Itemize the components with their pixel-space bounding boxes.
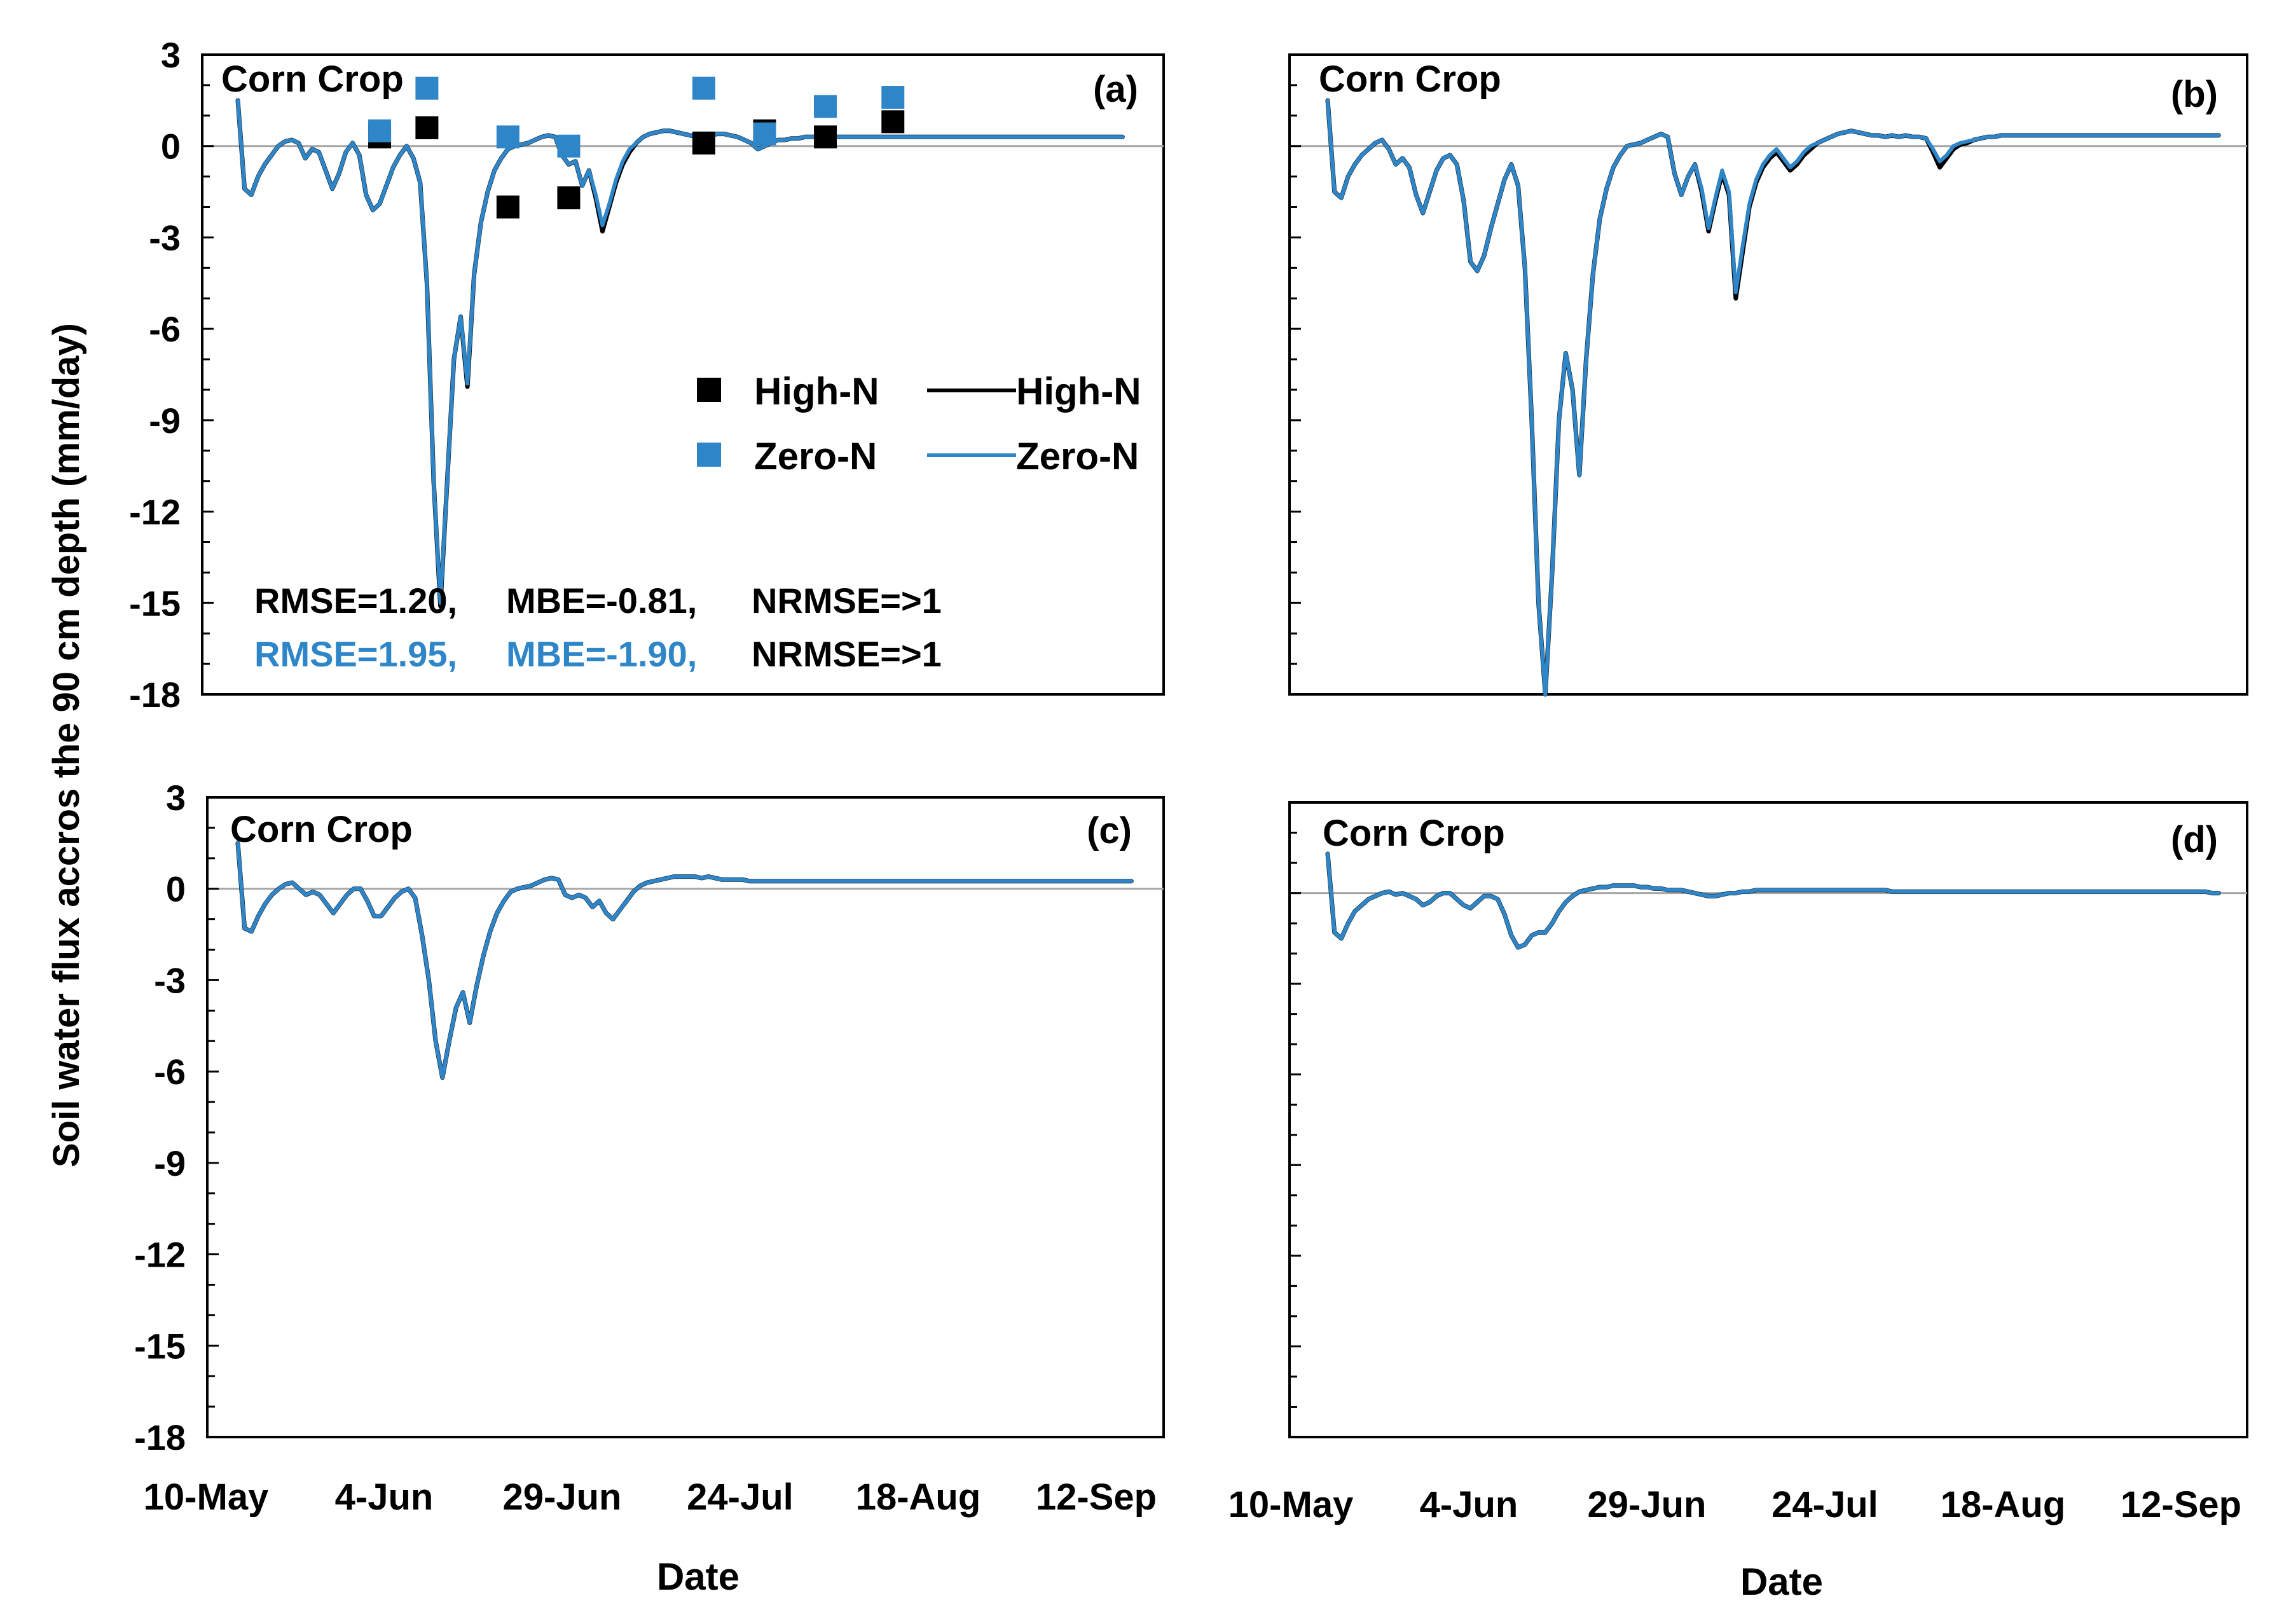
panel-a-y-axis: 3 0 -3 -6 -9 -12 -15 -18 [129, 35, 214, 715]
y-tick-label: -6 [149, 309, 181, 349]
y-tick-label: -15 [134, 1326, 186, 1366]
legend-zero-n-marker [697, 443, 721, 467]
y-tick-label: -12 [129, 492, 181, 532]
legend-high-n-marker-label: High-N [754, 370, 879, 413]
y-tick-label: -3 [154, 960, 186, 1000]
stats-high-n-nrmse: NRMSE=>1 [752, 581, 942, 621]
y-tick-label: -18 [134, 1417, 186, 1457]
y-tick-label: 3 [166, 778, 186, 818]
panel-b-label: (b) [2171, 74, 2218, 115]
panel-c-label: (c) [1087, 810, 1132, 851]
panel-a-frame [201, 53, 1165, 696]
x-tick-label: 10-May [144, 1476, 269, 1518]
series-line-zero-n [1326, 98, 2221, 696]
panel-d: Corn Crop (d) 10-May 4-Jun 29-Jun 24-Jul 18-… [1228, 801, 2248, 1525]
data-point-high-n [814, 125, 837, 149]
panel-d-series [1325, 851, 2221, 950]
series-line-zero-n [236, 841, 1134, 1080]
y-tick-label: -9 [154, 1143, 186, 1183]
y-tick-label: 0 [161, 127, 181, 167]
panel-d-frame [1288, 801, 2248, 1438]
data-point-zero-n [368, 119, 392, 142]
data-point-zero-n [415, 76, 439, 100]
panel-a-stats: RMSE=1.20, MBE=-0.81, NRMSE=>1 RMSE=1.95… [254, 581, 942, 674]
panel-c-x-axis: 10-May 4-Jun 29-Jun 24-Jul 18-Aug 12-Sep [144, 1476, 1157, 1518]
y-tick-label: -3 [149, 217, 181, 258]
x-tick-label: 29-Jun [1588, 1484, 1707, 1525]
panel-b-crop-label: Corn Crop [1319, 58, 1501, 100]
data-point-zero-n [753, 122, 776, 146]
panel-b-series [1325, 98, 2221, 697]
panel-a-points [368, 76, 905, 219]
legend-zero-n-marker-label: Zero-N [754, 435, 877, 478]
x-tick-label: 12-Sep [2121, 1484, 2241, 1525]
data-point-zero-n [692, 76, 715, 100]
data-point-zero-n [557, 134, 581, 158]
stats-zero-n-nrmse: NRMSE=>1 [752, 634, 942, 674]
x-axis-title-right: Date [1740, 1560, 1823, 1603]
x-tick-label: 18-Aug [856, 1476, 981, 1518]
panel-d-x-axis: 10-May 4-Jun 29-Jun 24-Jul 18-Aug 12-Sep [1228, 1484, 2241, 1525]
x-tick-label: 24-Jul [687, 1476, 794, 1518]
panel-b-frame [1288, 53, 2248, 696]
panel-c-series [235, 841, 1134, 1080]
panel-c-y-axis: 3 0 -3 -6 -9 -12 -15 -18 [134, 778, 219, 1457]
stats-zero-n-rmse: RMSE=1.95, [254, 634, 457, 674]
x-axis-title-left: Date [657, 1555, 740, 1598]
data-point-zero-n [881, 86, 905, 109]
panel-a-series [235, 98, 1125, 609]
y-tick-label: 3 [161, 35, 181, 75]
panel-d-label: (d) [2171, 819, 2218, 860]
series-line-zero-n [1326, 851, 2221, 950]
panel-d-y-axis [1290, 801, 1301, 1438]
data-point-high-n [881, 110, 905, 134]
x-tick-label: 29-Jun [503, 1476, 622, 1518]
x-tick-label: 12-Sep [1036, 1476, 1157, 1518]
panel-c: Corn Crop (c) 3 0 -3 -6 -9 -12 -15 -18 10-May 4-… [134, 778, 1165, 1518]
x-tick-label: 24-Jul [1771, 1484, 1878, 1525]
x-tick-label: 4-Jun [335, 1476, 434, 1518]
stats-zero-n-mbe: MBE=-1.90, [506, 634, 697, 674]
y-axis-title: Soil water flux accros the 90 cm depth (… [46, 323, 87, 1167]
panel-a-crop-label: Corn Crop [221, 58, 404, 100]
x-tick-label: 18-Aug [1941, 1484, 2066, 1525]
legend-high-n-line-label: High-N [1016, 370, 1141, 413]
panel-d-crop-label: Corn Crop [1323, 813, 1505, 854]
legend-zero-n-line-label: Zero-N [1016, 435, 1139, 478]
data-point-high-n [496, 195, 519, 219]
x-tick-label: 4-Jun [1420, 1484, 1518, 1525]
legend-high-n-marker [697, 378, 721, 402]
panel-c-frame [206, 796, 1165, 1438]
data-point-high-n [415, 116, 439, 139]
y-tick-label: -9 [149, 401, 181, 441]
panel-b-y-axis [1290, 53, 1301, 696]
panel-a-label: (a) [1093, 69, 1138, 110]
data-point-zero-n [814, 95, 837, 118]
panel-a: Corn Crop (a) 3 0 -3 -6 -9 -12 -15 -18 High-N H… [129, 35, 1165, 715]
panel-c-crop-label: Corn Crop [230, 809, 413, 850]
y-tick-label: 0 [166, 869, 186, 909]
data-point-high-n [692, 131, 715, 155]
panel-a-legend: High-N High-N Zero-N Zero-N [697, 370, 1141, 478]
stats-high-n-mbe: MBE=-0.81, [506, 581, 697, 621]
data-point-zero-n [496, 125, 519, 149]
x-tick-label: 10-May [1228, 1484, 1354, 1525]
y-tick-label: -15 [129, 583, 181, 623]
stats-high-n-rmse: RMSE=1.20, [254, 581, 457, 621]
y-tick-label: -12 [134, 1235, 186, 1275]
y-tick-label: -18 [129, 675, 181, 715]
series-line-zero-n [236, 98, 1125, 605]
data-point-high-n [557, 186, 581, 210]
y-tick-label: -6 [154, 1052, 186, 1092]
panel-b: Corn Crop (b) [1288, 53, 2248, 697]
